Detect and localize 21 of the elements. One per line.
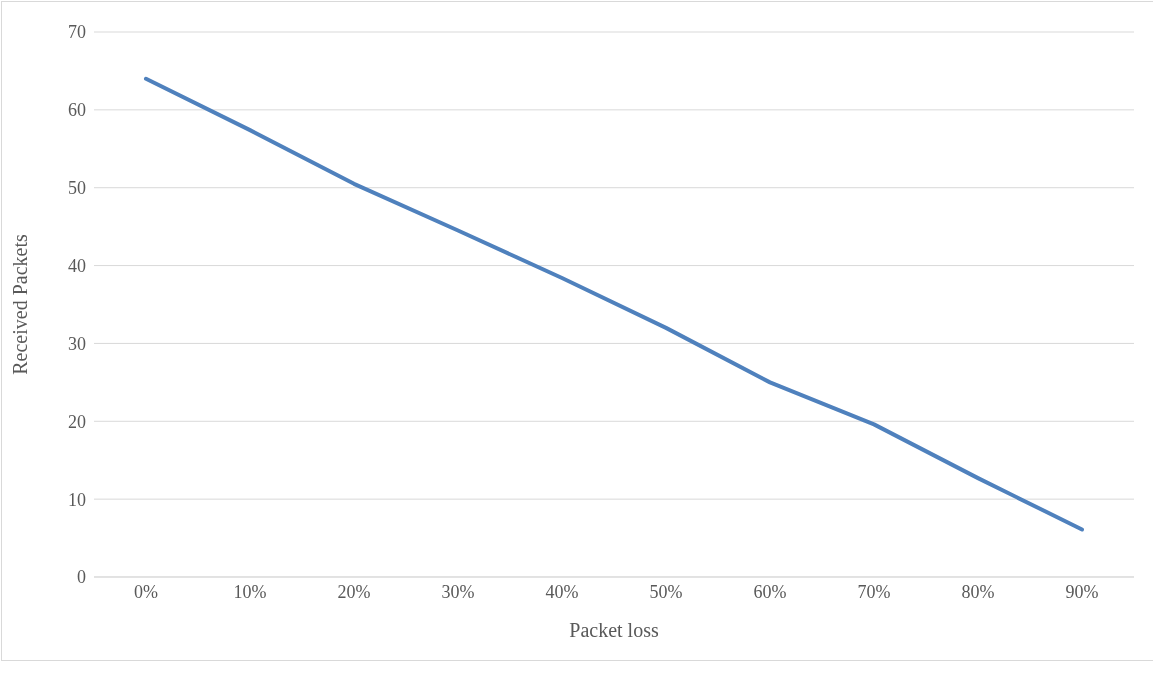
x-tick-label: 10% xyxy=(233,581,267,602)
y-tick-label: 60 xyxy=(68,100,86,121)
x-tick-label: 50% xyxy=(649,581,683,602)
x-tick-label: 80% xyxy=(961,581,995,602)
y-tick-label: 10 xyxy=(68,489,86,510)
y-axis-title: Received Packets xyxy=(9,234,32,375)
y-tick-label: 50 xyxy=(68,178,86,199)
x-tick-label: 70% xyxy=(857,581,891,602)
x-tick-label: 40% xyxy=(545,581,579,602)
y-tick-label: 70 xyxy=(68,22,86,43)
y-tick-label: 40 xyxy=(68,255,86,276)
x-tick-label: 0% xyxy=(134,581,158,602)
y-tick-label: 20 xyxy=(68,411,86,432)
x-axis-title: Packet loss xyxy=(569,619,659,641)
y-tick-label: 0 xyxy=(77,567,86,588)
y-tick-label: 30 xyxy=(68,333,86,354)
x-tick-label: 60% xyxy=(753,581,787,602)
x-tick-label: 90% xyxy=(1065,581,1099,602)
x-tick-label: 30% xyxy=(441,581,475,602)
x-tick-label: 20% xyxy=(337,581,371,602)
line-series xyxy=(144,76,1084,532)
